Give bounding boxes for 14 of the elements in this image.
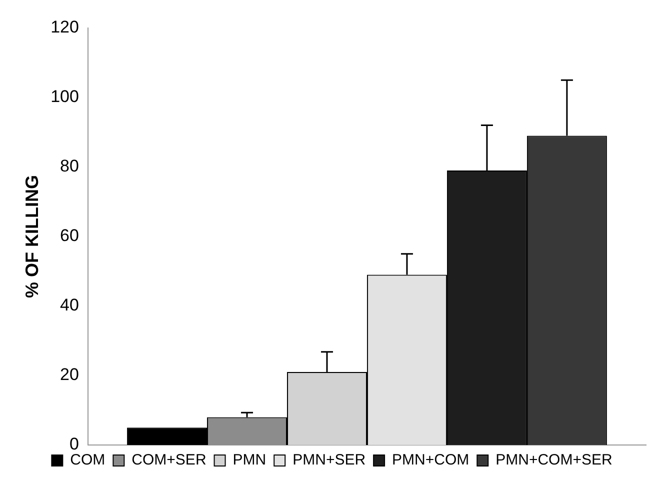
y-tick-label: 80: [60, 156, 79, 176]
y-tick-label: 100: [50, 87, 79, 106]
y-axis-title: % OF KILLING: [22, 175, 42, 298]
y-tick-label: 40: [60, 296, 79, 315]
legend-label: PMN: [232, 452, 266, 469]
legend-label: PMN+COM: [392, 452, 470, 469]
legend-label: PMN+COM+SER: [496, 452, 612, 469]
legend-label: PMN+SER: [292, 452, 366, 469]
legend-label: COM+SER: [132, 452, 206, 469]
y-tick-label: 20: [60, 365, 79, 384]
y-tick-label: 0: [69, 434, 79, 454]
y-tick-label: 120: [50, 18, 79, 37]
y-tick-label: 60: [60, 226, 79, 246]
legend-label: COM: [70, 452, 106, 469]
